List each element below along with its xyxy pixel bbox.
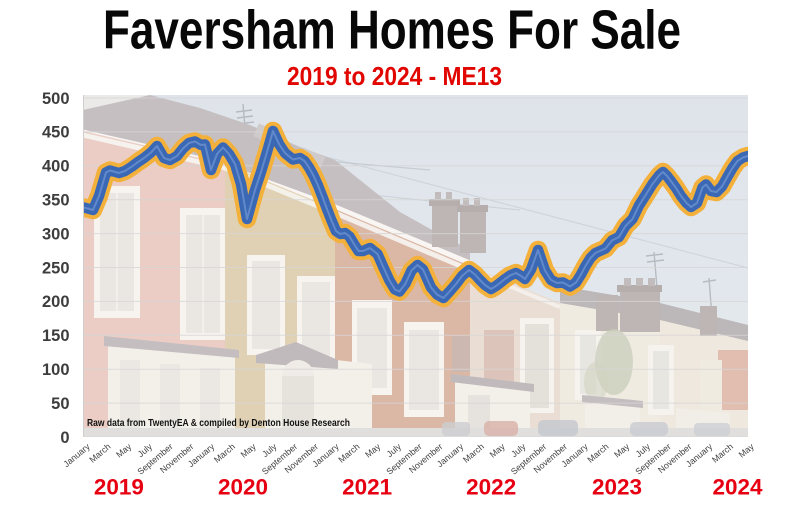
svg-text:2020: 2020 xyxy=(218,475,268,500)
svg-text:Raw data from TwentyEA & compi: Raw data from TwentyEA & compiled by Den… xyxy=(87,417,350,429)
svg-text:100: 100 xyxy=(42,361,70,379)
svg-text:200: 200 xyxy=(42,293,70,311)
svg-text:2022: 2022 xyxy=(466,475,516,500)
svg-text:2023: 2023 xyxy=(592,475,642,500)
svg-text:May: May xyxy=(737,441,757,460)
svg-text:Faversham Homes For Sale: Faversham Homes For Sale xyxy=(103,0,681,61)
svg-text:May: May xyxy=(488,441,508,460)
svg-text:2021: 2021 xyxy=(342,475,392,500)
svg-text:2024: 2024 xyxy=(712,475,763,500)
svg-text:May: May xyxy=(612,441,632,460)
svg-text:2019: 2019 xyxy=(94,475,144,500)
svg-text:March: March xyxy=(87,441,112,464)
svg-text:March: March xyxy=(585,441,610,464)
svg-text:2019 to 2024 - ME13: 2019 to 2024 - ME13 xyxy=(287,61,502,91)
svg-text:250: 250 xyxy=(42,259,70,277)
svg-text:March: March xyxy=(336,441,361,464)
svg-text:March: March xyxy=(212,441,237,464)
svg-text:0: 0 xyxy=(60,429,69,447)
svg-text:350: 350 xyxy=(42,192,70,210)
svg-text:May: May xyxy=(239,441,259,460)
svg-text:400: 400 xyxy=(42,158,70,176)
svg-text:May: May xyxy=(363,441,383,460)
svg-text:March: March xyxy=(461,441,486,464)
svg-text:450: 450 xyxy=(42,124,70,142)
svg-text:500: 500 xyxy=(42,90,70,108)
svg-text:50: 50 xyxy=(51,395,69,413)
svg-text:March: March xyxy=(710,441,735,464)
svg-text:150: 150 xyxy=(42,327,70,345)
svg-text:May: May xyxy=(114,441,134,460)
svg-text:300: 300 xyxy=(42,225,70,243)
